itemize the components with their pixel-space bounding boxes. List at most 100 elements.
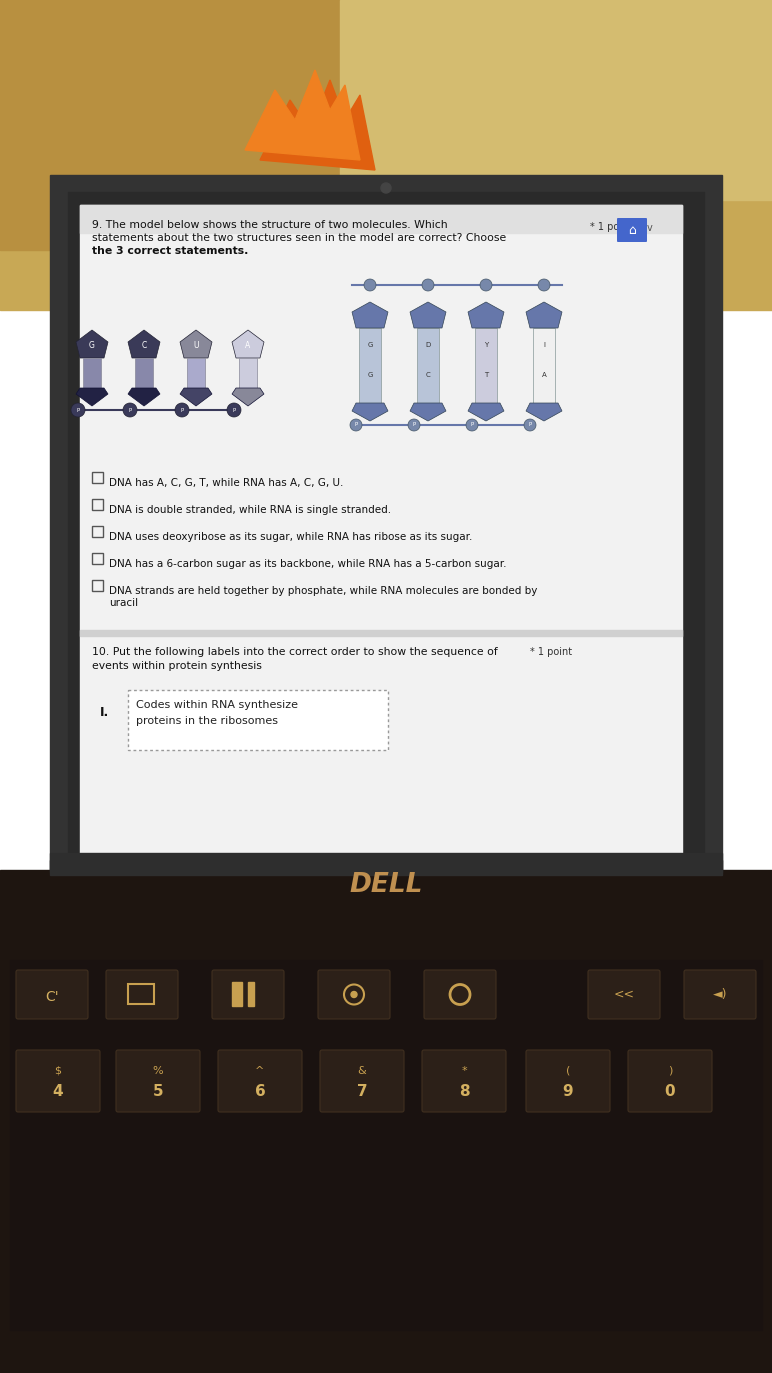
Text: &: & — [357, 1065, 367, 1075]
Text: U: U — [193, 341, 198, 350]
Text: 5: 5 — [153, 1083, 164, 1098]
Circle shape — [227, 404, 241, 417]
Text: DNA strands are held together by phosphate, while RNA molecules are bonded by: DNA strands are held together by phospha… — [109, 586, 537, 596]
Text: P: P — [470, 423, 474, 427]
Polygon shape — [468, 302, 504, 328]
FancyBboxPatch shape — [628, 1050, 712, 1112]
FancyBboxPatch shape — [212, 969, 284, 1019]
FancyBboxPatch shape — [617, 218, 647, 242]
Text: G: G — [367, 342, 373, 347]
FancyBboxPatch shape — [424, 969, 496, 1019]
Polygon shape — [410, 302, 446, 328]
Text: A: A — [245, 341, 251, 350]
Text: DNA has A, C, G, T, while RNA has A, C, G, U.: DNA has A, C, G, T, while RNA has A, C, … — [109, 478, 344, 487]
Text: 9. The model below shows the structure of two molecules. Which: 9. The model below shows the structure o… — [92, 220, 448, 231]
Text: $: $ — [55, 1065, 62, 1075]
Circle shape — [123, 404, 137, 417]
Text: P: P — [76, 408, 80, 412]
Polygon shape — [526, 302, 562, 328]
Circle shape — [71, 404, 85, 417]
Text: 9: 9 — [563, 1083, 574, 1098]
Bar — [80, 205, 682, 853]
Bar — [92, 553, 103, 564]
Bar — [92, 472, 103, 483]
Text: ^: ^ — [256, 1065, 265, 1075]
Polygon shape — [232, 330, 264, 358]
Text: *: * — [461, 1065, 467, 1075]
FancyBboxPatch shape — [526, 1050, 610, 1112]
Text: C: C — [141, 341, 147, 350]
Bar — [80, 205, 682, 233]
Polygon shape — [526, 404, 562, 422]
Text: 7: 7 — [357, 1083, 367, 1098]
Circle shape — [408, 419, 420, 431]
Bar — [236, 982, 242, 1006]
FancyBboxPatch shape — [16, 1050, 100, 1112]
Polygon shape — [128, 330, 160, 358]
Polygon shape — [245, 70, 360, 161]
FancyBboxPatch shape — [684, 969, 756, 1019]
Polygon shape — [410, 404, 446, 422]
Polygon shape — [76, 330, 108, 358]
Circle shape — [350, 419, 362, 431]
Bar — [359, 328, 381, 404]
Text: D: D — [425, 342, 431, 347]
Text: C': C' — [46, 990, 59, 1004]
Text: events within protein synthesis: events within protein synthesis — [92, 660, 262, 671]
Circle shape — [351, 991, 357, 998]
Text: 8: 8 — [459, 1083, 469, 1098]
Text: C: C — [425, 372, 430, 378]
Polygon shape — [76, 389, 108, 406]
Circle shape — [524, 419, 536, 431]
Text: ◄): ◄) — [713, 989, 727, 1001]
Polygon shape — [232, 389, 264, 406]
Bar — [128, 691, 388, 750]
Text: DELL: DELL — [349, 872, 423, 898]
Text: * 1 point: * 1 point — [530, 647, 572, 658]
Text: 6: 6 — [255, 1083, 266, 1098]
Circle shape — [455, 990, 465, 1000]
Text: statements about the two structures seen in the model are correct? Choose: statements about the two structures seen… — [92, 233, 506, 243]
Text: A: A — [542, 372, 547, 378]
Text: G: G — [89, 341, 95, 350]
Bar — [239, 358, 257, 389]
Text: v: v — [647, 222, 653, 233]
Polygon shape — [260, 80, 375, 170]
Circle shape — [538, 279, 550, 291]
Text: T: T — [484, 372, 488, 378]
Text: 0: 0 — [665, 1083, 676, 1098]
Bar — [0, 0, 772, 310]
Text: %: % — [153, 1065, 164, 1075]
Text: P: P — [354, 423, 357, 427]
Bar — [80, 630, 682, 636]
Bar — [248, 982, 254, 1006]
Text: <<: << — [614, 989, 635, 1001]
Text: G: G — [367, 372, 373, 378]
Bar — [50, 853, 722, 875]
Text: Codes within RNA synthesize: Codes within RNA synthesize — [136, 700, 298, 710]
FancyBboxPatch shape — [218, 1050, 302, 1112]
Bar — [0, 870, 772, 1373]
Bar — [92, 498, 103, 509]
Text: I: I — [543, 342, 545, 347]
Text: 10. Put the following labels into the correct order to show the sequence of: 10. Put the following labels into the co… — [92, 647, 498, 658]
Circle shape — [175, 404, 189, 417]
Bar — [0, 0, 340, 250]
Text: P: P — [412, 423, 415, 427]
FancyBboxPatch shape — [318, 969, 390, 1019]
Circle shape — [381, 183, 391, 194]
Bar — [135, 358, 153, 389]
Text: uracil: uracil — [109, 599, 138, 608]
Text: DNA has a 6-carbon sugar as its backbone, while RNA has a 5-carbon sugar.: DNA has a 6-carbon sugar as its backbone… — [109, 559, 506, 568]
Bar — [10, 960, 762, 1330]
Bar — [68, 192, 704, 853]
Bar — [128, 984, 154, 1004]
Bar — [92, 526, 103, 537]
Text: ): ) — [668, 1065, 672, 1075]
Bar — [83, 358, 101, 389]
Text: P: P — [128, 408, 131, 412]
Text: the 3 correct statements.: the 3 correct statements. — [92, 246, 249, 255]
Polygon shape — [352, 302, 388, 328]
Text: * 1 po: * 1 po — [590, 222, 619, 232]
Bar — [475, 328, 497, 404]
